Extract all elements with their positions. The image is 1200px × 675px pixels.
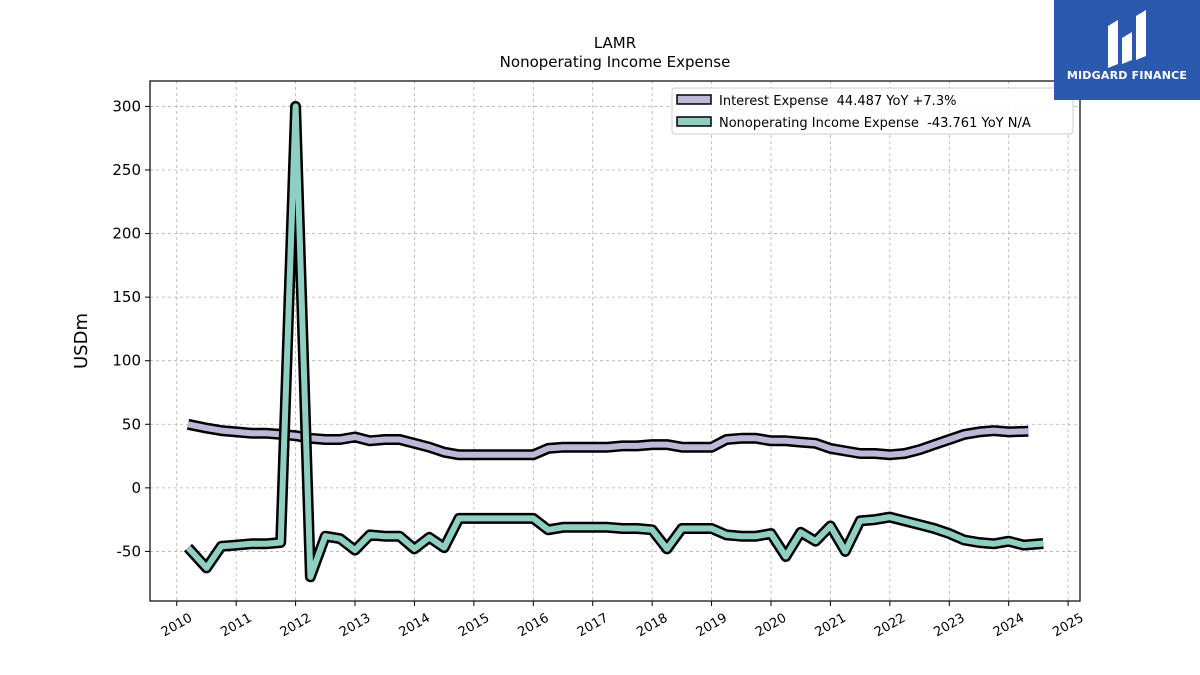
x-tick-label: 2023 xyxy=(931,611,967,641)
x-tick-label: 2024 xyxy=(991,611,1027,641)
chart-title: LAMR xyxy=(594,34,636,52)
legend-swatch-interest xyxy=(676,94,712,105)
brand-logo: MIDGARD FINANCE xyxy=(1054,0,1200,100)
x-axis: 2010 2011 2012 2013 2014 2015 2016 2017 2018 2019… xyxy=(159,601,1086,641)
y-tick-label: 200 xyxy=(112,225,141,243)
x-tick-label: 2018 xyxy=(634,611,670,641)
y-axis-label: USDm xyxy=(71,313,92,369)
series-line-0 xyxy=(187,421,1029,458)
chart-subtitle: Nonoperating Income Expense xyxy=(500,53,731,71)
y-axis: 0 50 100 150 200 250 300 -50 xyxy=(112,97,150,560)
y-tick-label: 250 xyxy=(112,161,141,179)
y-tick-label: -50 xyxy=(117,542,142,560)
legend: Interest Expense 44.487 YoY +7.3% Nonope… xyxy=(671,87,1074,135)
legend-box xyxy=(671,87,1074,135)
x-tick-label: 2012 xyxy=(278,611,314,641)
x-tick-label: 2015 xyxy=(456,611,492,641)
legend-label-interest: Interest Expense 44.487 YoY +7.3% xyxy=(719,94,956,109)
series-line-1 xyxy=(185,103,1044,580)
series-outline-1 xyxy=(183,100,1044,583)
x-tick-label: 2011 xyxy=(218,611,254,641)
y-tick-label: 50 xyxy=(122,415,141,433)
x-tick-label: 2019 xyxy=(694,611,730,641)
y-tick-label: 100 xyxy=(112,352,141,370)
series-layer xyxy=(183,100,1044,583)
x-tick-label: 2025 xyxy=(1050,611,1086,641)
y-tick-label: 150 xyxy=(112,288,141,306)
brand-mark-icon xyxy=(1108,10,1146,68)
x-tick-label: 2014 xyxy=(397,611,433,641)
y-tick-label: 300 xyxy=(112,97,141,115)
y-tick-label: 0 xyxy=(131,479,141,497)
brand-name: MIDGARD FINANCE xyxy=(1066,69,1188,82)
legend-swatch-nonop xyxy=(676,116,712,127)
x-tick-label: 2017 xyxy=(575,611,611,641)
x-tick-label: 2016 xyxy=(515,611,551,641)
plot-frame xyxy=(149,80,1081,602)
legend-label-nonop: Nonoperating Income Expense -43.761 YoY … xyxy=(719,116,1031,131)
x-tick-label: 2022 xyxy=(872,611,908,641)
x-tick-label: 2021 xyxy=(813,611,849,641)
x-tick-label: 2010 xyxy=(159,611,195,641)
x-tick-label: 2013 xyxy=(337,611,373,641)
x-tick-label: 2020 xyxy=(753,611,789,641)
grid xyxy=(150,81,1080,601)
